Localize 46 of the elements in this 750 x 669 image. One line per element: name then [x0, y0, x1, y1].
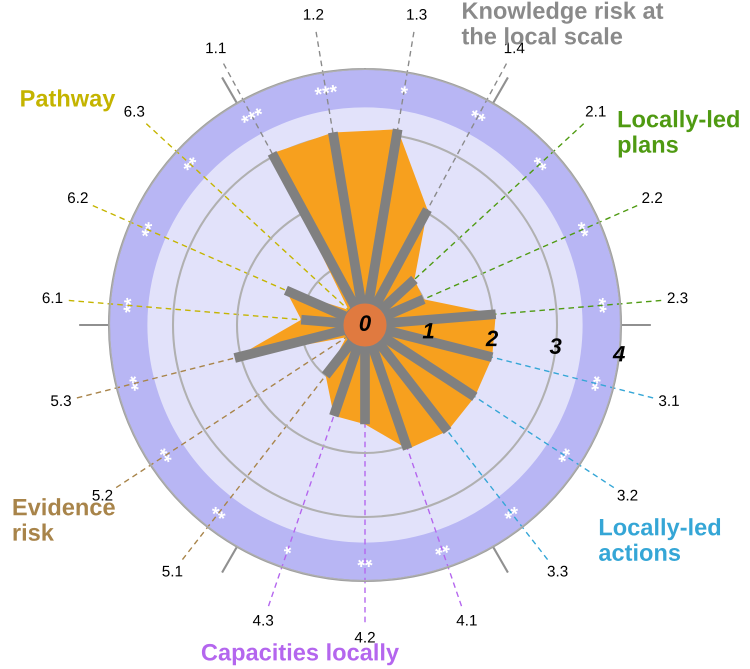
- text: **: [503, 506, 520, 521]
- text: **: [210, 506, 227, 521]
- spoke-label: 4.3: [252, 614, 274, 626]
- text: **: [128, 375, 140, 392]
- text: Locally-led actions: [599, 518, 720, 561]
- text: **: [158, 447, 173, 464]
- text: **: [357, 560, 373, 567]
- text: **: [470, 108, 487, 122]
- text: **: [123, 298, 132, 314]
- text: ***: [240, 106, 264, 124]
- spoke-label: 6.2: [68, 192, 88, 204]
- text: **: [532, 156, 548, 172]
- spoke-label: 3.2: [618, 490, 638, 501]
- text: *: [400, 86, 409, 94]
- text: ***: [314, 84, 338, 96]
- spoke-label: 3.1: [658, 395, 679, 406]
- text: Knowledge risk at the local scale: [462, 2, 664, 45]
- text: *: [282, 546, 292, 556]
- text: **: [557, 447, 572, 464]
- text: Capacities locally: [202, 643, 399, 666]
- spoke-label: 3.3: [548, 566, 568, 577]
- text: **: [590, 375, 602, 392]
- spoke-label: 4.2: [354, 632, 375, 643]
- spoke-label: 1.3: [407, 8, 427, 20]
- y-tick-label: 4: [612, 346, 625, 362]
- spoke-label: 5.3: [50, 395, 71, 406]
- y-tick-label: 3: [550, 338, 562, 354]
- spoke-label: 6.1: [42, 292, 62, 304]
- spoke-label: 2.3: [668, 292, 688, 304]
- spoke-label: 1.1: [206, 42, 226, 54]
- spoke-label: 2.1: [586, 106, 606, 117]
- spoke-label: 4.1: [456, 615, 477, 626]
- text: **: [434, 544, 451, 556]
- spoke-label: 2.2: [642, 192, 662, 203]
- y-tick-label: 1: [422, 323, 434, 338]
- spoke-label: 1.4: [504, 42, 524, 54]
- spoke-label: 6.3: [124, 106, 144, 117]
- text: Locally-led plans: [618, 110, 739, 158]
- spoke-label: 5.1: [162, 566, 182, 577]
- text: **: [182, 156, 198, 172]
- y-tick-label: 0: [360, 315, 371, 331]
- text: **: [576, 220, 590, 238]
- text: Pathway: [21, 89, 116, 112]
- text: **: [140, 220, 154, 238]
- text: **: [598, 298, 607, 314]
- spoke-label: 1.2: [304, 8, 324, 20]
